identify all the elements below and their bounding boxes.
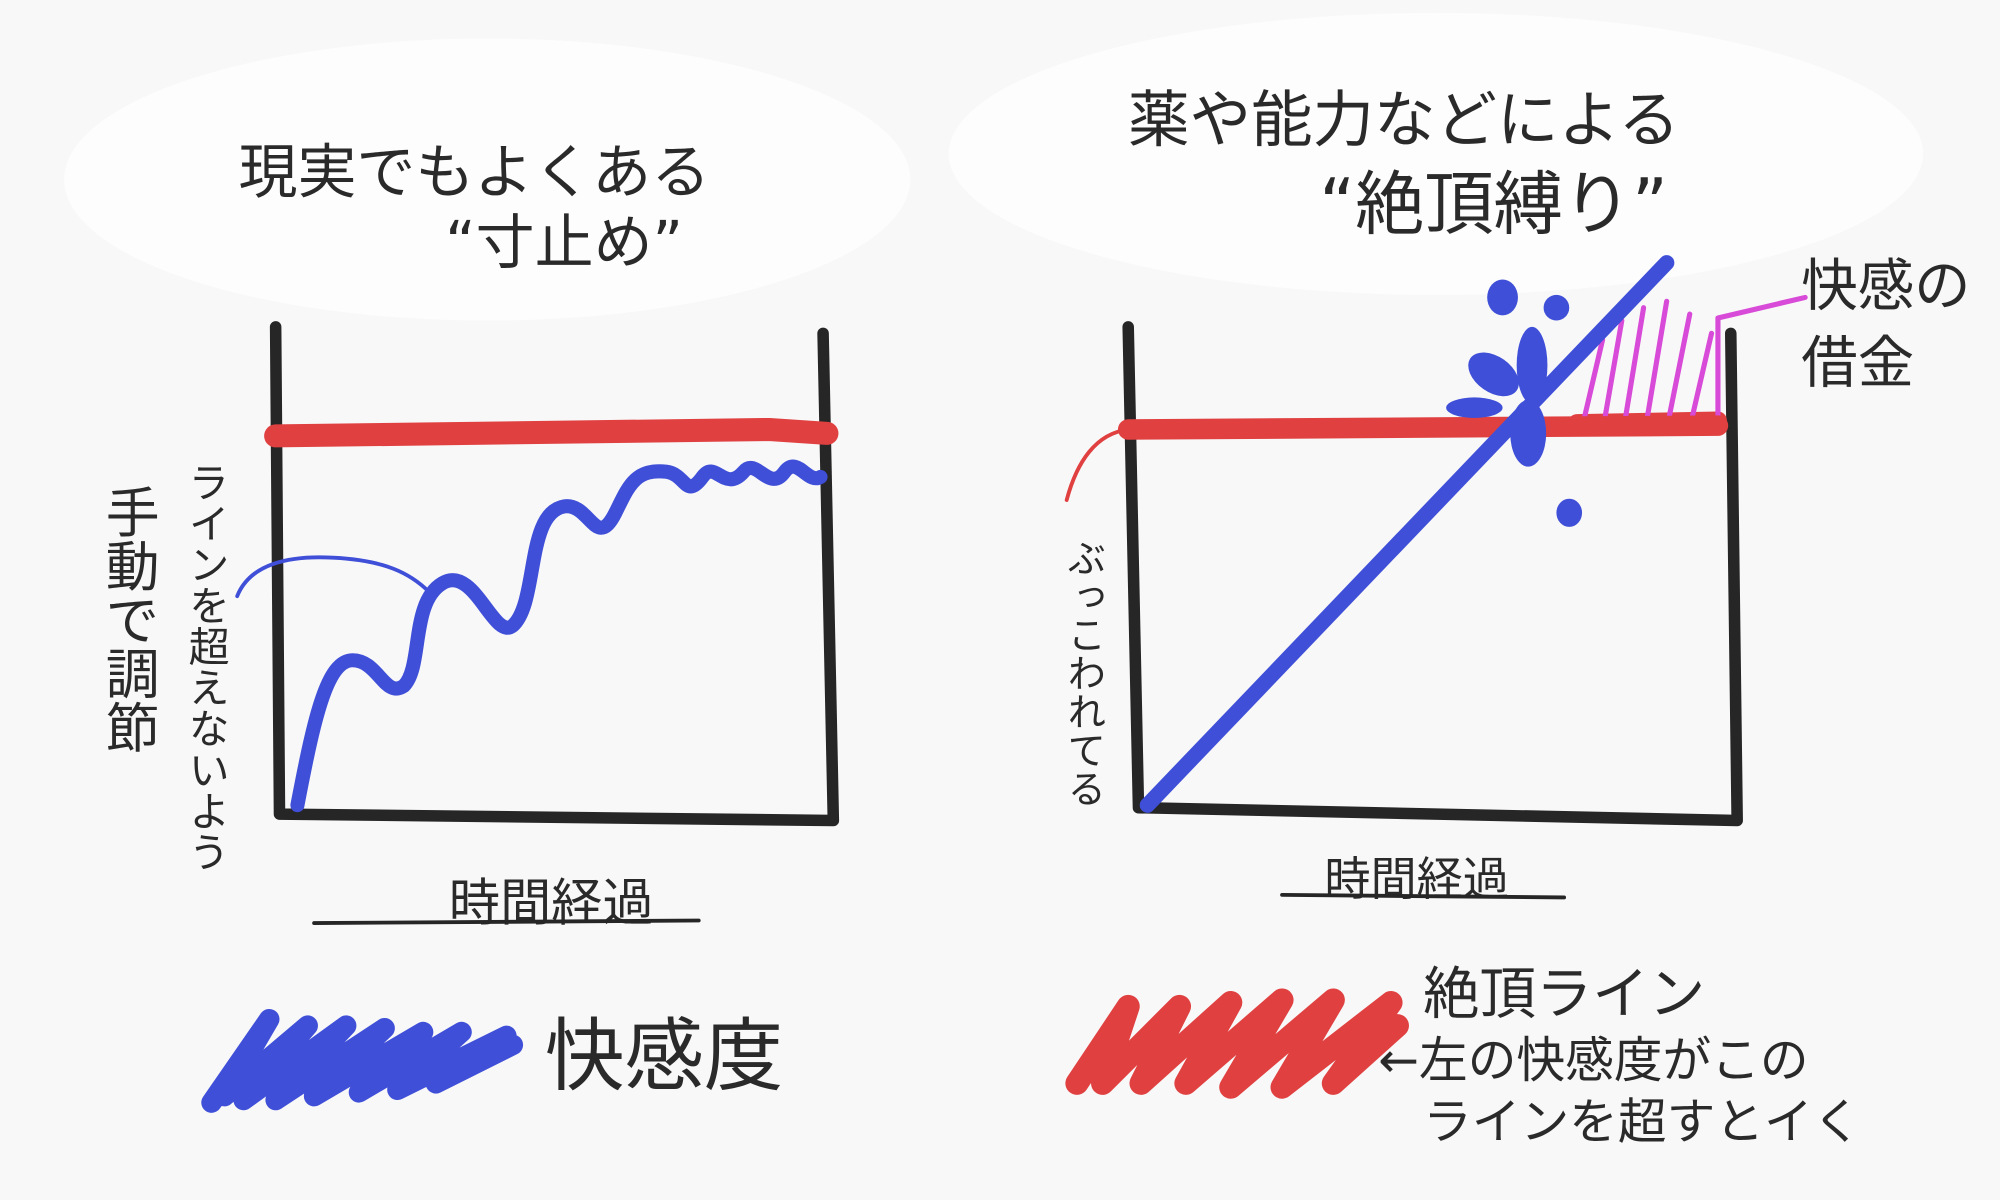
debt-hatching	[1582, 294, 1808, 420]
x-axis-label: 時間経過	[449, 874, 654, 934]
title-line: 現実でもよくある	[238, 137, 710, 206]
legend-label: 快感度	[545, 1009, 783, 1102]
underline	[1280, 892, 1567, 900]
pointer-line	[1064, 427, 1131, 502]
climax-line	[264, 417, 839, 448]
annotation: 快感の	[1801, 254, 1970, 319]
chart-frame	[269, 321, 840, 827]
pleasure-line	[1139, 255, 1675, 813]
legend-swatch	[1065, 988, 1409, 1099]
title-line: “寸止め”	[445, 208, 683, 277]
underline	[312, 918, 701, 926]
title-line: “絶頂縛り”	[1319, 165, 1668, 245]
chart-frame	[1122, 321, 1743, 827]
annotation: ぶっこわれてる	[1061, 538, 1106, 807]
climax-line	[1117, 415, 1729, 440]
pleasure-curve	[290, 459, 828, 813]
legend-swatch	[201, 1008, 524, 1113]
background-blob	[64, 38, 911, 321]
pointer-line	[235, 555, 432, 599]
legend-label: 絶頂ライン	[1423, 962, 1705, 1027]
legend-label: ←左の快感度がこの	[1378, 1033, 1808, 1089]
title-line: 薬や能力などによる	[1128, 84, 1680, 156]
legend-label: ラインを超すとイく	[1423, 1094, 1861, 1150]
splash	[1446, 279, 1583, 527]
annotation: ラインを超えないよう	[181, 462, 229, 872]
background-blob	[948, 12, 1924, 295]
annotation: 借金	[1801, 331, 1914, 396]
annotation: 手動で調節	[97, 485, 160, 754]
